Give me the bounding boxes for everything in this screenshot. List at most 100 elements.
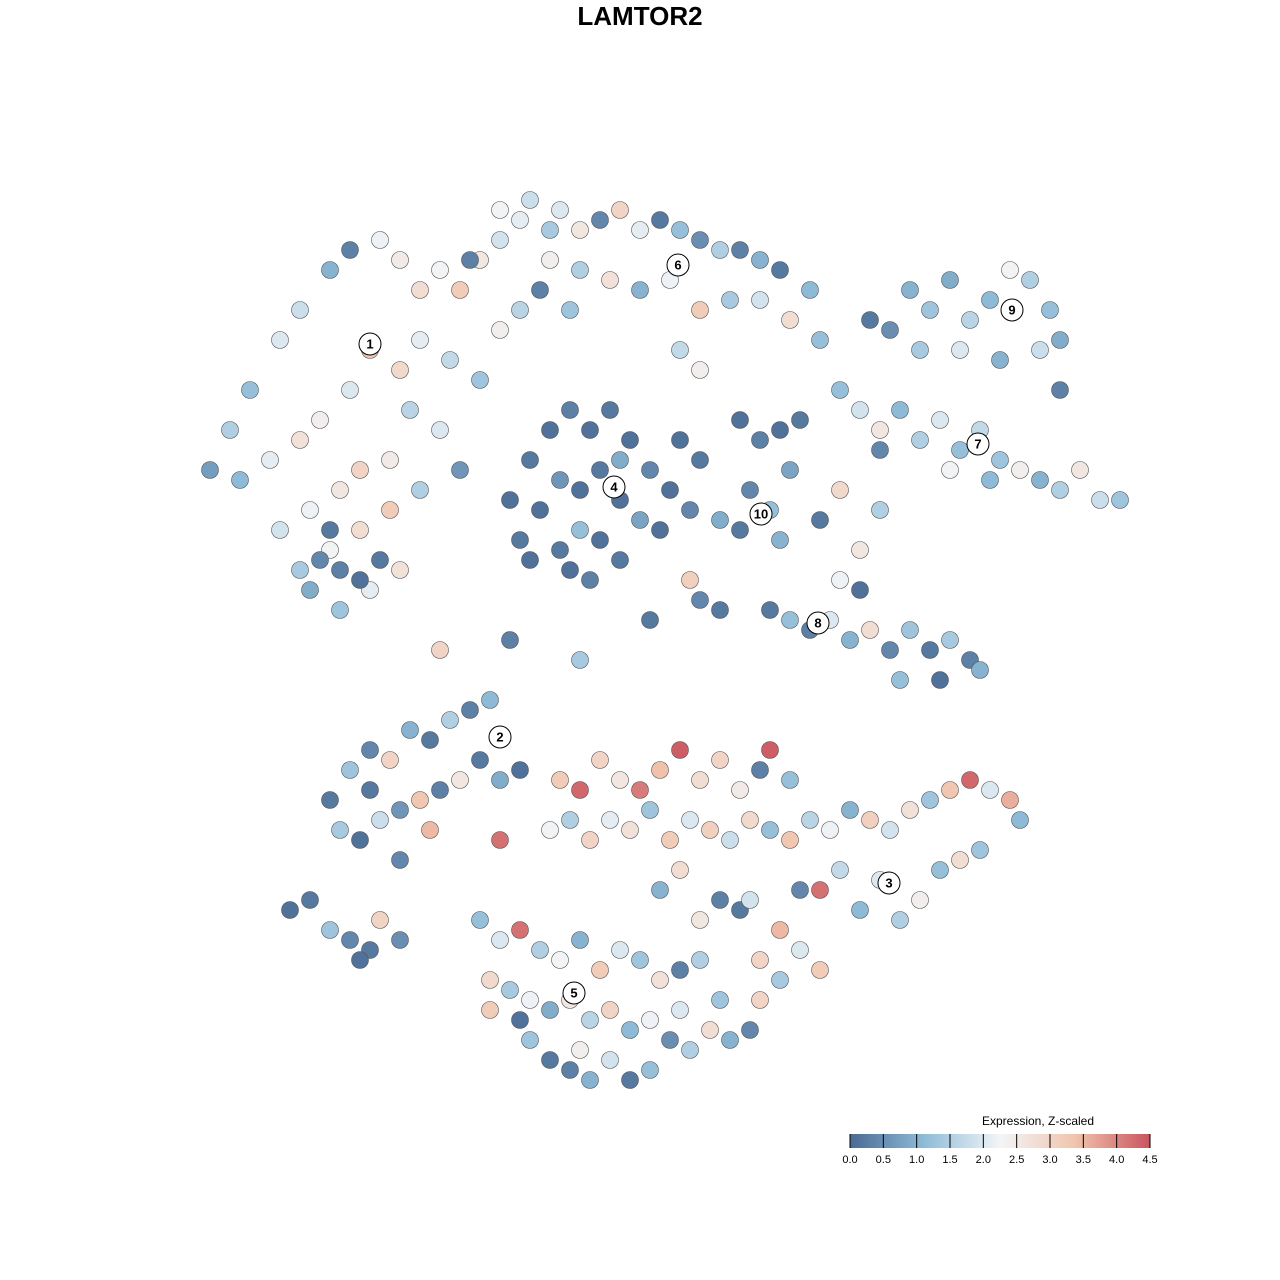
point [441, 711, 459, 729]
point [951, 441, 969, 459]
point [551, 771, 569, 789]
point [531, 501, 549, 519]
point [711, 601, 729, 619]
point [231, 471, 249, 489]
point [291, 431, 309, 449]
point [771, 921, 789, 939]
point [671, 861, 689, 879]
point [321, 521, 339, 539]
point [301, 581, 319, 599]
point [651, 211, 669, 229]
point [711, 511, 729, 529]
point [891, 671, 909, 689]
point [951, 851, 969, 869]
point [651, 881, 669, 899]
point [911, 431, 929, 449]
point [961, 771, 979, 789]
point [561, 811, 579, 829]
point [311, 411, 329, 429]
point [691, 231, 709, 249]
point [841, 631, 859, 649]
point [1051, 381, 1069, 399]
point [581, 421, 599, 439]
cluster-marker [562, 981, 586, 1005]
point [691, 911, 709, 929]
cluster-label: 9 [1008, 302, 1015, 317]
point [681, 501, 699, 519]
point [601, 1051, 619, 1069]
point [1001, 261, 1019, 279]
point [501, 491, 519, 509]
point [521, 191, 539, 209]
point [651, 521, 669, 539]
point [571, 481, 589, 499]
point [781, 611, 799, 629]
point [571, 261, 589, 279]
cluster-marker [602, 475, 626, 499]
point [781, 771, 799, 789]
point [721, 1031, 739, 1049]
point [971, 841, 989, 859]
point [481, 691, 499, 709]
cluster-label: 4 [610, 479, 618, 494]
point [891, 401, 909, 419]
point [361, 741, 379, 759]
point [301, 501, 319, 519]
point [491, 321, 509, 339]
point [781, 461, 799, 479]
point [741, 811, 759, 829]
point [691, 451, 709, 469]
point [311, 551, 329, 569]
point [881, 321, 899, 339]
point [751, 761, 769, 779]
point [671, 341, 689, 359]
point [381, 501, 399, 519]
point [491, 201, 509, 219]
point [561, 401, 579, 419]
point [411, 791, 429, 809]
point [621, 1021, 639, 1039]
point [581, 831, 599, 849]
point [431, 641, 449, 659]
point [891, 911, 909, 929]
point [911, 341, 929, 359]
point [351, 521, 369, 539]
point [1051, 331, 1069, 349]
point [391, 251, 409, 269]
cluster-marker [1000, 298, 1024, 322]
point [391, 801, 409, 819]
point [291, 301, 309, 319]
point [721, 291, 739, 309]
point [761, 601, 779, 619]
cluster-marker [966, 432, 990, 456]
point [761, 821, 779, 839]
point [571, 931, 589, 949]
point [941, 271, 959, 289]
point [631, 221, 649, 239]
point [751, 951, 769, 969]
point [371, 811, 389, 829]
cluster-label: 6 [674, 257, 681, 272]
point [981, 781, 999, 799]
point [871, 441, 889, 459]
point [931, 671, 949, 689]
point [831, 861, 849, 879]
cluster-marker [806, 611, 830, 635]
point [351, 461, 369, 479]
point [671, 221, 689, 239]
point [551, 471, 569, 489]
point [571, 221, 589, 239]
point [281, 901, 299, 919]
point [521, 551, 539, 569]
point [331, 821, 349, 839]
point [721, 831, 739, 849]
point [811, 511, 829, 529]
point [561, 1061, 579, 1079]
cluster-label: 8 [814, 615, 821, 630]
point [661, 1031, 679, 1049]
point [941, 781, 959, 799]
point [671, 961, 689, 979]
point [411, 481, 429, 499]
point [571, 651, 589, 669]
point [391, 851, 409, 869]
